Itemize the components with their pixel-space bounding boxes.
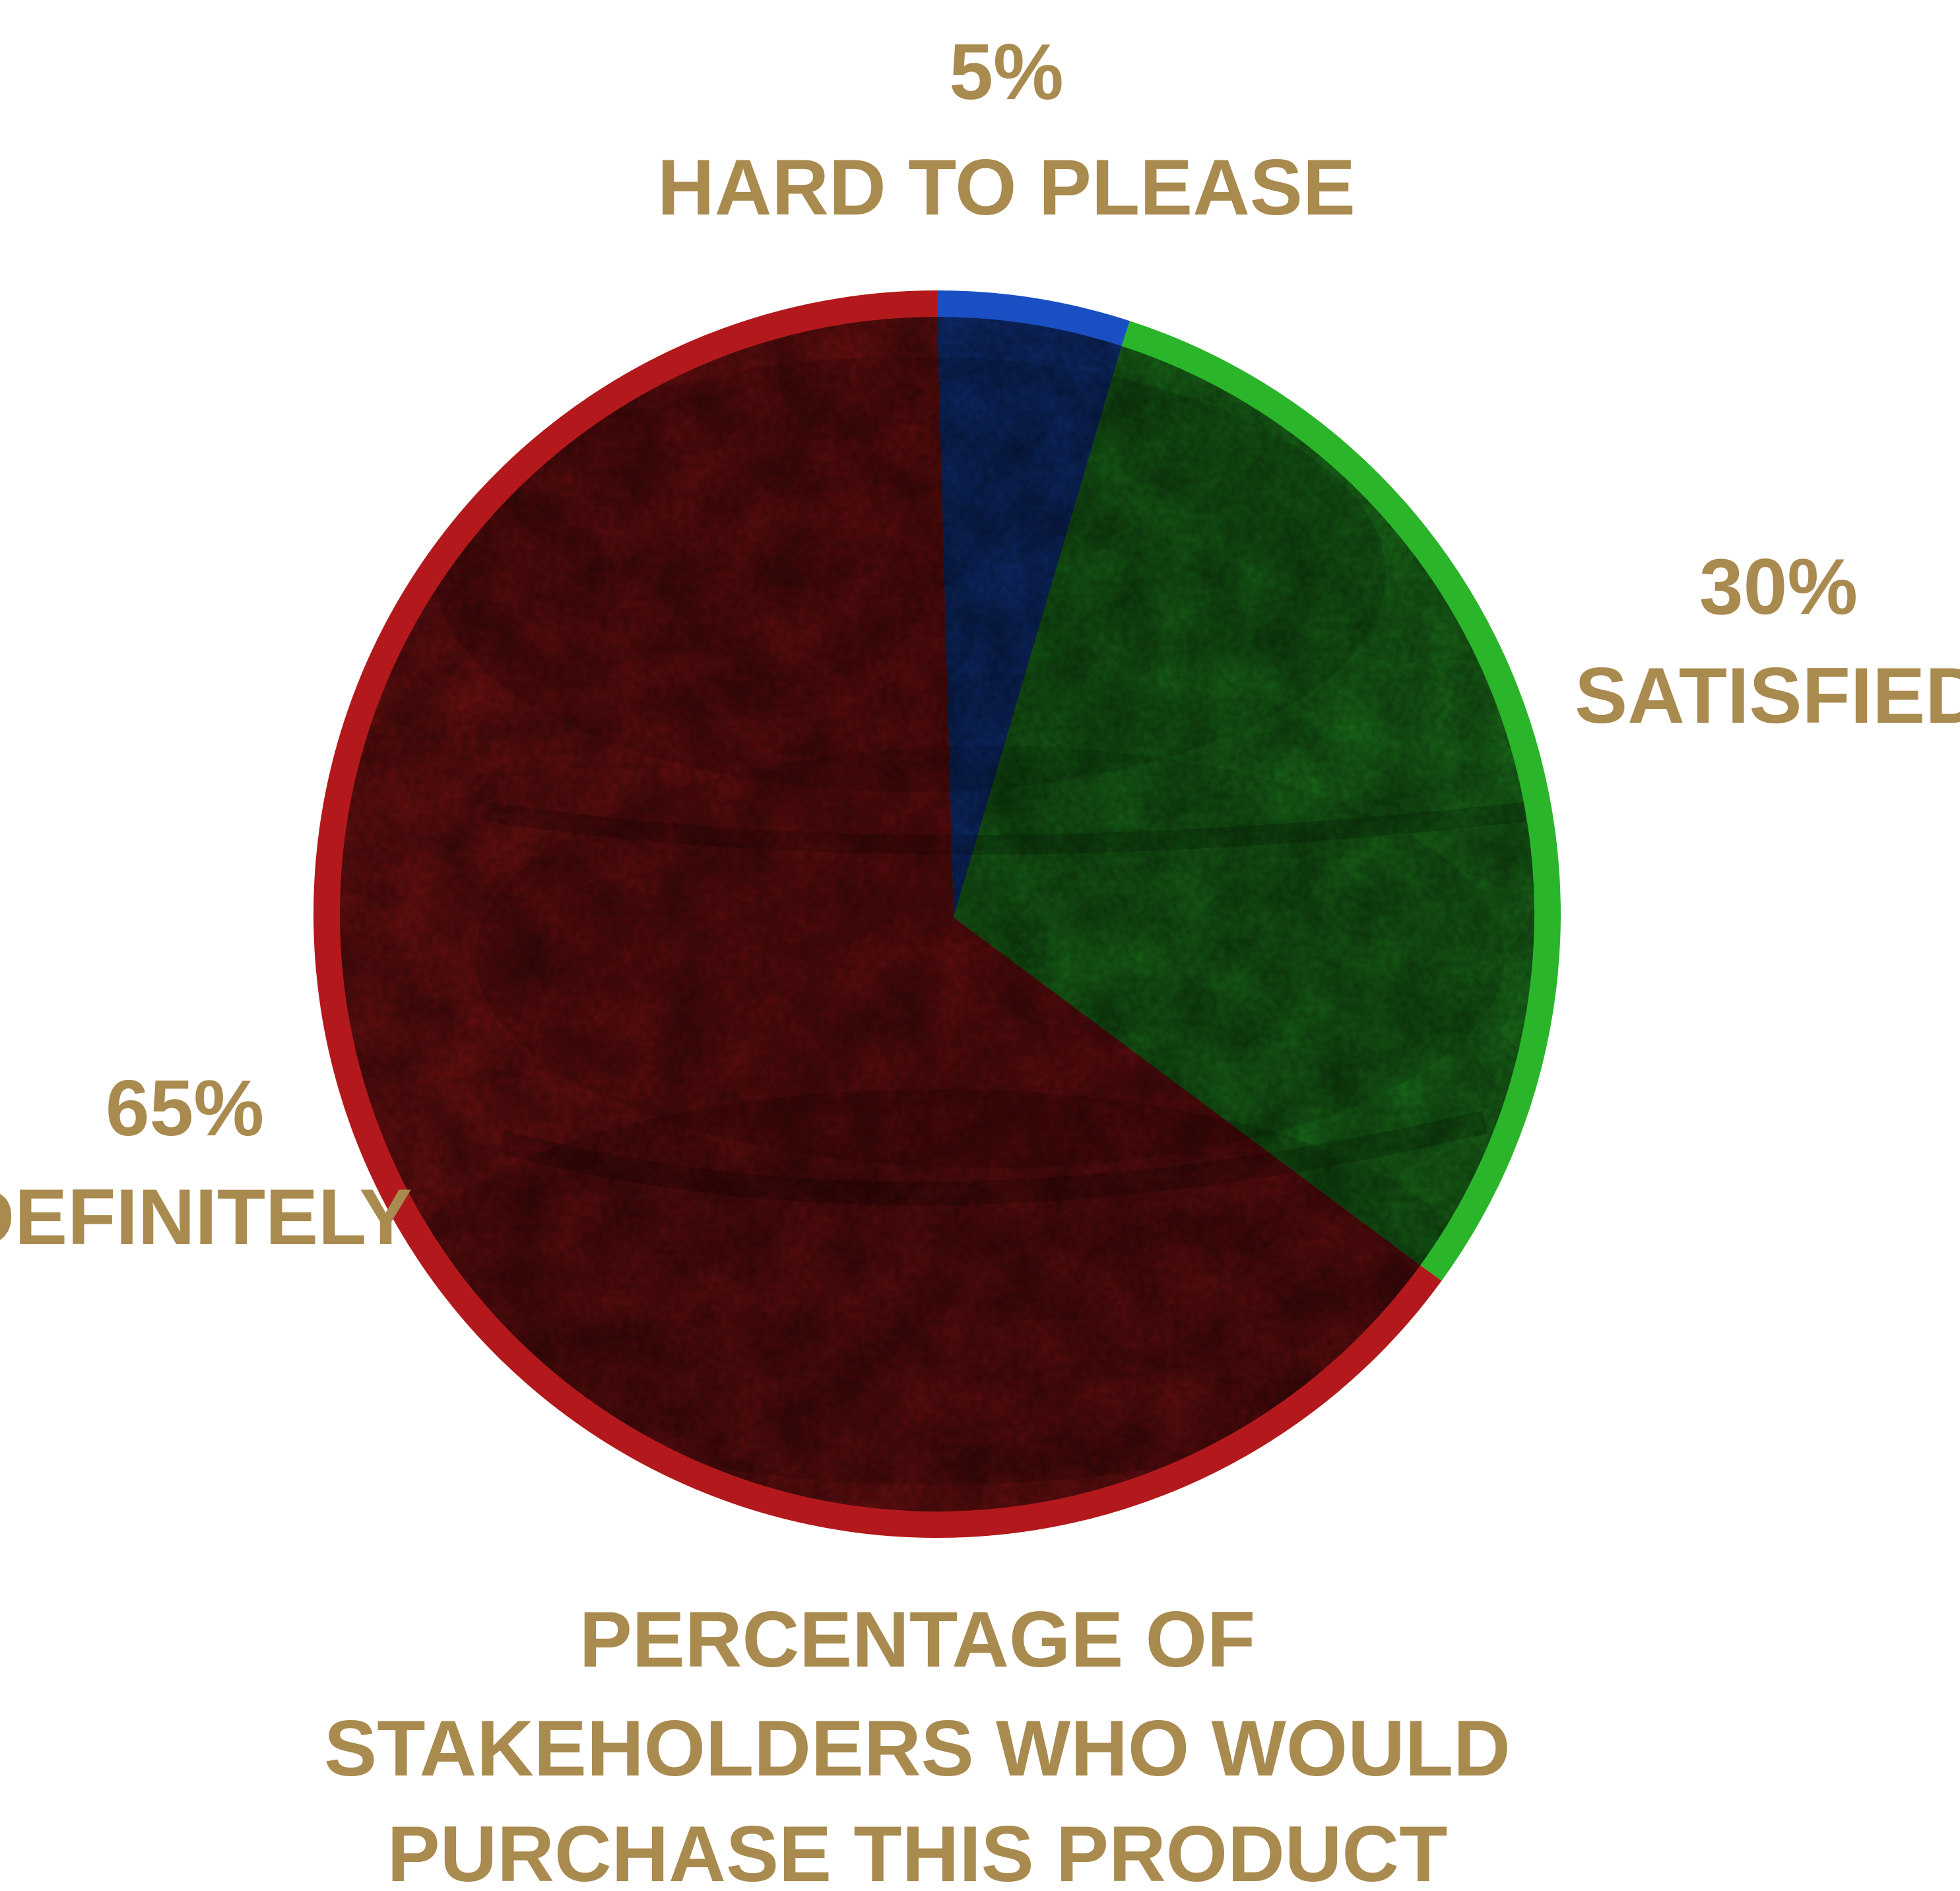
- caption-line-1: PERCENTAGE OF: [579, 1595, 1256, 1684]
- slice-label-definitely-name: DEFINITELY: [0, 1173, 412, 1261]
- pie-texture: [340, 317, 1534, 1511]
- slice-label-hard-to-please-name: HARD TO PLEASE: [657, 143, 1356, 232]
- slice-label-satisfied-percent: 30%: [1699, 543, 1858, 631]
- slice-label-satisfied-name: SATISFIED: [1575, 651, 1960, 740]
- caption-line-3: PURCHASE THIS PRODUCT: [387, 1810, 1448, 1891]
- caption-line-2: STAKEHOLDERS WHO WOULD: [324, 1704, 1511, 1793]
- slice-labels: 5% HARD TO PLEASE 30% SATISFIED 65% DEFI…: [0, 28, 1960, 1261]
- slice-label-hard-to-please-percent: 5%: [949, 28, 1063, 116]
- slice-label-definitely-percent: 65%: [106, 1064, 264, 1152]
- chart-caption: PERCENTAGE OF STAKEHOLDERS WHO WOULD PUR…: [324, 1595, 1511, 1891]
